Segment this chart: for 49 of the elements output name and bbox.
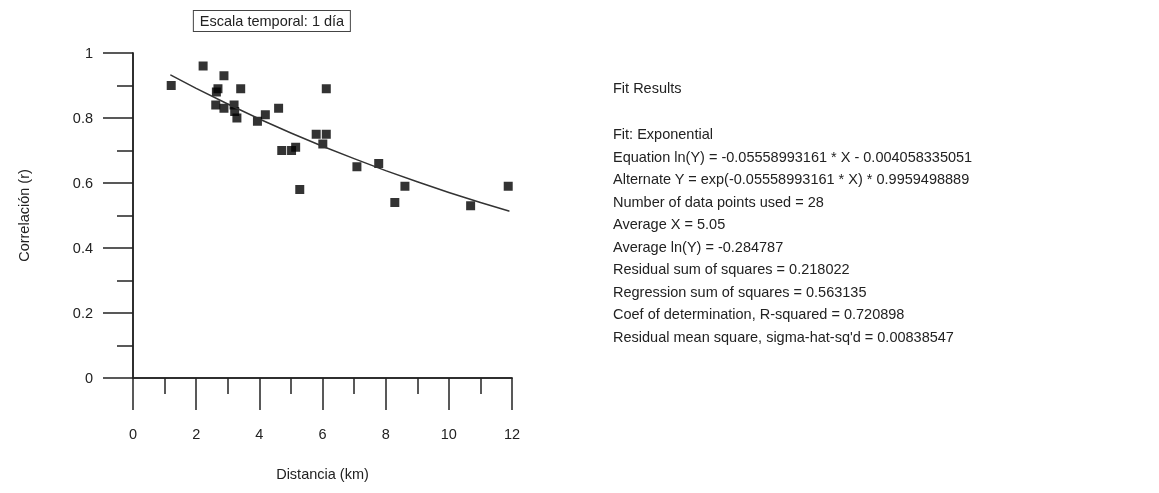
text: Residual mean square, sigma-hat-sq'd = 0.00838547 <box>613 328 954 345</box>
point <box>374 159 384 168</box>
text: Coef of determination, R-squared = 0.720898 <box>613 306 905 322</box>
text: Fit Results <box>613 80 682 96</box>
point <box>352 162 362 172</box>
point <box>198 61 208 71</box>
text: Escala temporal: 1 día <box>192 10 352 32</box>
point <box>236 84 246 94</box>
y-tick-label: 0.4 <box>72 240 93 256</box>
y-tick-label: 0.8 <box>72 110 93 126</box>
x-tick-label: 12 <box>503 425 521 442</box>
point <box>211 100 221 110</box>
y-tick-label: 0 <box>84 370 93 386</box>
point <box>274 103 284 113</box>
point <box>400 181 410 191</box>
x-tick-label: 8 <box>381 425 390 442</box>
point <box>219 71 229 81</box>
line-series <box>170 74 510 212</box>
point <box>321 84 331 94</box>
x-tick-label: 10 <box>440 425 457 442</box>
text: Number of data points used = 28 <box>613 193 824 210</box>
y-axis-title: Correlación (r) <box>15 169 32 262</box>
x-tick-label: 0 <box>128 425 138 442</box>
text: Alternate Y = exp(-0.05558993161 * X) * 0.9959498889 <box>613 171 970 187</box>
point <box>390 198 400 207</box>
y-tick-label: 0.2 <box>72 305 93 321</box>
point <box>503 181 513 191</box>
text: Fit: Exponential <box>613 126 713 142</box>
point <box>260 110 270 120</box>
text: Average ln(Y) = -0.284787 <box>613 238 784 255</box>
x-tick-label: 2 <box>192 425 201 442</box>
x-tick-label: 6 <box>318 425 327 442</box>
text: Average X = 5.05 <box>613 216 726 232</box>
y-tick-label: 0.6 <box>72 175 93 191</box>
x-tick-label: 4 <box>255 425 264 442</box>
text: Residual sum of squares = 0.218022 <box>613 261 850 277</box>
point <box>166 81 176 90</box>
text: Regression sum of squares = 0.563135 <box>613 283 867 300</box>
point <box>321 129 331 139</box>
x-axis-title: Distancia (km) <box>276 465 369 482</box>
point <box>291 142 301 152</box>
point <box>232 113 242 123</box>
point <box>295 185 305 194</box>
point <box>466 201 476 211</box>
point <box>277 146 287 155</box>
y-tick-label: 1 <box>84 45 93 61</box>
text: Equation ln(Y) = -0.05558993161 * X - 0.004058335051 <box>613 148 973 165</box>
point <box>219 103 229 113</box>
point <box>311 129 321 139</box>
